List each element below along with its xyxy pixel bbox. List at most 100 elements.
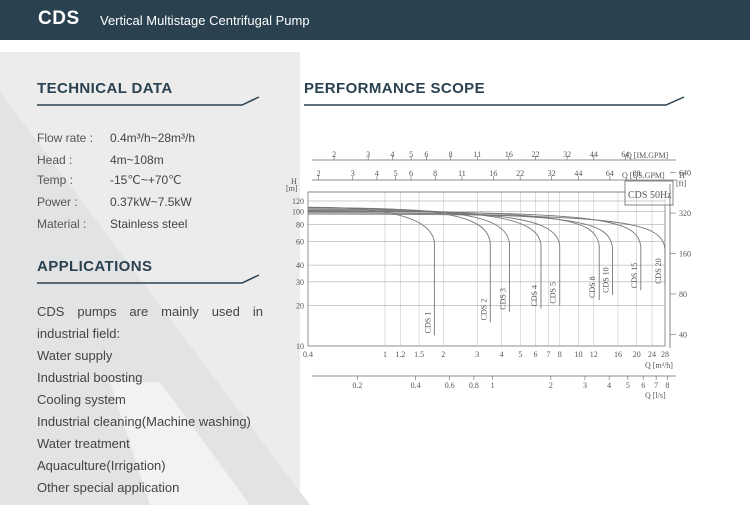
application-item: Other special application — [37, 480, 180, 495]
x-tick-label: 1 — [383, 350, 387, 359]
imp-tick-label: 2 — [332, 150, 336, 159]
spec-value-head: 4m~108m — [110, 153, 164, 167]
us-tick-label: 44 — [574, 169, 582, 178]
spec-value-material: Stainless steel — [110, 217, 188, 231]
ls-tick-label: 0.4 — [411, 381, 421, 390]
ls-tick-label: 0.8 — [469, 381, 479, 390]
series-curve — [307, 213, 666, 286]
series-curve — [307, 207, 491, 323]
applications-title-underline — [37, 274, 260, 284]
series-curve — [307, 207, 510, 312]
imp-axis-label: Q [IM.GPM] — [626, 151, 669, 160]
us-tick-label: 6 — [409, 169, 413, 178]
series-curve — [307, 206, 435, 336]
application-item: Water supply — [37, 348, 113, 363]
y-tick-label: 10 — [296, 342, 304, 351]
y-tick-label: 20 — [296, 302, 304, 311]
series-label: CDS 1 — [423, 312, 432, 334]
series-curve — [307, 210, 561, 306]
x-axis-label: Q [m³/h] — [645, 361, 673, 370]
x-tick-label: 24 — [648, 350, 656, 359]
ls-tick-label: 1 — [491, 381, 495, 390]
spec-value-flow: 0.4m³/h~28m³/h — [110, 131, 196, 145]
spec-label-material: Material : — [37, 217, 87, 231]
imp-tick-label: 44 — [590, 150, 598, 159]
us-tick-label: 11 — [458, 169, 466, 178]
x-tick-label: 4 — [499, 350, 503, 359]
y-right-tick-label: 640 — [679, 169, 691, 178]
ls-axis-label: Q [l/s] — [645, 391, 666, 400]
x-tick-label: 20 — [633, 350, 641, 359]
imp-tick-label: 6 — [424, 150, 428, 159]
imp-tick-label: 11 — [473, 150, 481, 159]
ls-tick-label: 2 — [549, 381, 553, 390]
us-tick-label: 4 — [375, 169, 379, 178]
imp-tick-label: 22 — [532, 150, 540, 159]
series-label: CDS 20 — [654, 258, 663, 284]
series-label: CDS 8 — [588, 276, 597, 298]
ls-tick-label: 5 — [626, 381, 630, 390]
series-curve — [307, 208, 542, 309]
x-tick-label: 8 — [558, 350, 562, 359]
y-axis-label: H — [291, 177, 297, 186]
series-label: CDS 5 — [549, 282, 558, 304]
y-right-tick-label: 40 — [679, 330, 687, 339]
x-tick-label: 0.4 — [303, 350, 313, 359]
y-tick-label: 40 — [296, 261, 304, 270]
imp-tick-label: 3 — [366, 150, 370, 159]
us-tick-label: 32 — [548, 169, 556, 178]
imp-tick-label: 4 — [390, 150, 394, 159]
x-tick-label: 7 — [547, 350, 551, 359]
y-axis-unit: [m] — [286, 184, 298, 193]
series-label: CDS 4 — [530, 285, 539, 307]
spec-label-power: Power : — [37, 195, 78, 209]
imp-tick-label: 5 — [409, 150, 413, 159]
application-item: Aquaculture(Irrigation) — [37, 458, 166, 473]
x-tick-label: 12 — [590, 350, 598, 359]
applications-title: APPLICATIONS — [37, 258, 153, 275]
y-tick-label: 100 — [292, 208, 304, 217]
performance-title-underline — [304, 96, 685, 106]
performance-scope-title: PERFORMANCE SCOPE — [304, 80, 485, 97]
background-band — [0, 52, 310, 505]
series-label: CDS 15 — [630, 263, 639, 289]
us-tick-label: 2 — [317, 169, 321, 178]
application-item: Water treatment — [37, 436, 130, 451]
y-tick-label: 120 — [292, 197, 304, 206]
series-curve — [307, 212, 614, 295]
frequency-label: CDS 50Hz — [628, 190, 672, 201]
ls-tick-label: 6 — [641, 381, 645, 390]
x-tick-label: 6 — [534, 350, 538, 359]
imp-tick-label: 64 — [621, 150, 629, 159]
us-tick-label: 88 — [633, 169, 641, 178]
x-tick-label: 2 — [441, 350, 445, 359]
us-tick-label: 16 — [489, 169, 497, 178]
us-tick-label: 5 — [394, 169, 398, 178]
ls-tick-label: 8 — [665, 381, 669, 390]
page-header: CDS Vertical Multistage Centrifugal Pump — [0, 0, 750, 40]
x-tick-label: 16 — [614, 350, 622, 359]
applications-intro-line1: CDS pumps are mainly used in — [37, 304, 263, 319]
imp-tick-label: 32 — [563, 150, 571, 159]
us-tick-label: 8 — [433, 169, 437, 178]
series-label: CDS 2 — [479, 299, 488, 321]
technical-title-underline — [37, 96, 260, 106]
y-right-tick-label: 320 — [679, 209, 691, 218]
spec-value-temp: -15℃~+70℃ — [110, 173, 182, 187]
brand-label: CDS — [38, 8, 80, 29]
spec-label-temp: Temp : — [37, 173, 74, 187]
spec-label-flow: Flow rate : — [37, 131, 94, 145]
technical-data-title: TECHNICAL DATA — [37, 80, 173, 97]
us-tick-label: 64 — [606, 169, 614, 178]
ls-tick-label: 3 — [583, 381, 587, 390]
spec-label-head: Head : — [37, 153, 73, 167]
header-subtitle: Vertical Multistage Centrifugal Pump — [100, 13, 310, 28]
y-tick-label: 30 — [296, 278, 304, 287]
x-tick-label: 5 — [518, 350, 522, 359]
application-item: Cooling system — [37, 392, 126, 407]
imp-tick-label: 8 — [449, 150, 453, 159]
ls-tick-label: 0.6 — [445, 381, 455, 390]
us-axis-label: Q [US.GPM] — [622, 171, 665, 180]
y-tick-label: 60 — [296, 237, 304, 246]
spec-value-power: 0.37kW~7.5kW — [110, 195, 192, 209]
